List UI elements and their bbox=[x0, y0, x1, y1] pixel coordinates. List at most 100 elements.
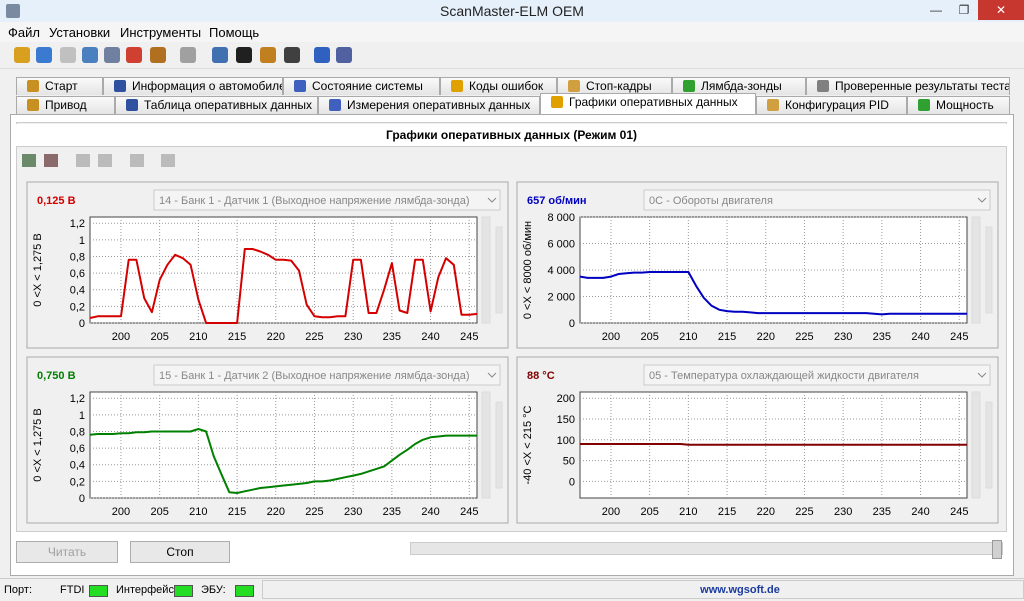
zoom-track bbox=[986, 227, 992, 313]
x-tick-label: 225 bbox=[795, 506, 813, 518]
y-tick-label: 0,8 bbox=[70, 426, 85, 438]
save-icon[interactable] bbox=[98, 154, 112, 167]
preview-icon[interactable] bbox=[161, 154, 175, 167]
chart: 88 °C05 - Температура охлаждающей жидкос… bbox=[517, 357, 998, 523]
tab[interactable]: Таблица оперативных данных bbox=[115, 96, 318, 114]
open-icon[interactable] bbox=[76, 154, 90, 167]
x-tick-label: 235 bbox=[873, 331, 891, 343]
tab[interactable]: Состояние системы bbox=[283, 77, 440, 95]
tab[interactable]: Старт bbox=[16, 77, 103, 95]
y-tick-label: 4 000 bbox=[547, 265, 575, 277]
x-tick-label: 200 bbox=[112, 331, 130, 343]
x-tick-label: 245 bbox=[950, 506, 968, 518]
chart: 0,125 В14 - Банк 1 - Датчик 1 (Выходное … bbox=[27, 182, 508, 348]
x-tick-label: 205 bbox=[150, 331, 168, 343]
zoom-track bbox=[972, 392, 980, 498]
button[interactable]: Стоп bbox=[130, 541, 230, 563]
y-tick-label: 1,2 bbox=[70, 393, 85, 405]
y-axis-label: -40 <X < 215 °C bbox=[522, 405, 534, 484]
button[interactable]: Читать bbox=[16, 541, 118, 563]
tab[interactable]: Информация о автомобиле bbox=[103, 77, 283, 95]
y-tick-label: 8 000 bbox=[547, 212, 575, 224]
status-bar: Порт: FTDI Интерфейс: ЭБУ: www.wgsoft.de bbox=[0, 578, 1024, 601]
print-icon[interactable] bbox=[130, 154, 144, 167]
tab[interactable]: Конфигурация PID bbox=[756, 96, 907, 114]
y-tick-label: 2 000 bbox=[547, 292, 575, 304]
ecu-led bbox=[235, 585, 254, 597]
x-tick-label: 230 bbox=[834, 331, 852, 343]
tab-label: Привод bbox=[45, 98, 87, 112]
tab-label: Графики оперативных данных bbox=[569, 95, 738, 109]
current-reading: 88 °C bbox=[527, 370, 555, 382]
y-tick-label: 0,4 bbox=[70, 285, 85, 297]
y-tick-label: 0 bbox=[569, 318, 575, 330]
y-tick-label: 1,2 bbox=[70, 218, 85, 230]
y-tick-label: 1 bbox=[79, 235, 85, 247]
progress-slider[interactable] bbox=[410, 542, 1003, 555]
chart: 0,750 В 15 - Банк 1 - Датчик 2 (Выходное … bbox=[27, 357, 508, 523]
x-tick-label: 215 bbox=[718, 331, 736, 343]
y-tick-label: 6 000 bbox=[547, 239, 575, 251]
chart: 657 об/мин0C - Обороты двигателя02 0004 … bbox=[517, 182, 998, 348]
pid-select-text: 15 - Банк 1 - Датчик 2 (Выходное напряже… bbox=[159, 370, 470, 382]
x-tick-label: 220 bbox=[757, 331, 775, 343]
x-tick-label: 245 bbox=[460, 331, 478, 343]
x-tick-label: 210 bbox=[679, 506, 697, 518]
x-tick-label: 235 bbox=[383, 331, 401, 343]
tab-label: Проверенные результаты теста bbox=[835, 79, 1010, 93]
x-tick-label: 225 bbox=[305, 506, 323, 518]
tab-icon bbox=[27, 80, 39, 92]
tab-icon bbox=[767, 99, 779, 111]
tab-icon bbox=[114, 80, 126, 92]
tab[interactable]: Измерения оперативных данных bbox=[318, 96, 540, 114]
tab[interactable]: Проверенные результаты теста bbox=[806, 77, 1010, 95]
tab[interactable]: Мощность bbox=[907, 96, 1010, 114]
x-tick-label: 205 bbox=[150, 506, 168, 518]
y-tick-label: 0 bbox=[569, 476, 575, 488]
x-tick-label: 235 bbox=[873, 506, 891, 518]
y-tick-label: 0,2 bbox=[70, 476, 85, 488]
tab-icon bbox=[451, 80, 463, 92]
tab-label: Информация о автомобиле bbox=[132, 79, 283, 93]
tab-icon bbox=[918, 99, 930, 111]
tab[interactable]: Привод bbox=[16, 96, 115, 114]
zoom-track bbox=[986, 402, 992, 488]
website-link[interactable]: www.wgsoft.de bbox=[640, 584, 840, 596]
x-tick-label: 215 bbox=[228, 331, 246, 343]
x-tick-label: 220 bbox=[267, 331, 285, 343]
tab[interactable]: Графики оперативных данных bbox=[540, 93, 756, 114]
pid-select-text: 14 - Банк 1 - Датчик 1 (Выходное напряже… bbox=[159, 195, 470, 207]
x-tick-label: 215 bbox=[718, 506, 736, 518]
tab-label: Лямбда-зонды bbox=[701, 79, 782, 93]
x-tick-label: 210 bbox=[679, 331, 697, 343]
x-tick-label: 205 bbox=[640, 506, 658, 518]
interface-led bbox=[174, 585, 193, 597]
mini-toolbar bbox=[22, 154, 175, 167]
tab-label: Конфигурация PID bbox=[785, 98, 889, 112]
plot-area bbox=[580, 217, 967, 323]
x-tick-label: 225 bbox=[795, 331, 813, 343]
y-axis-label: 0 <X < 8000 об/мин bbox=[522, 221, 534, 319]
zoom-track bbox=[972, 217, 980, 323]
y-tick-label: 1 bbox=[79, 410, 85, 422]
y-tick-label: 200 bbox=[557, 393, 575, 405]
zoom-track bbox=[482, 217, 490, 323]
slider-thumb[interactable] bbox=[992, 540, 1002, 559]
current-reading: 0,750 В bbox=[37, 370, 76, 382]
x-tick-label: 230 bbox=[344, 506, 362, 518]
tab-icon bbox=[683, 80, 695, 92]
status-value: FTDI bbox=[60, 584, 84, 596]
y-tick-label: 0,6 bbox=[70, 268, 85, 280]
x-tick-label: 245 bbox=[950, 331, 968, 343]
tab-icon bbox=[568, 80, 580, 92]
x-tick-label: 210 bbox=[189, 506, 207, 518]
x-tick-label: 235 bbox=[383, 506, 401, 518]
tab-icon bbox=[329, 99, 341, 111]
add-icon[interactable] bbox=[22, 154, 36, 167]
x-tick-label: 200 bbox=[602, 506, 620, 518]
remove-icon[interactable] bbox=[44, 154, 58, 167]
zoom-track bbox=[496, 402, 502, 488]
x-tick-label: 220 bbox=[757, 506, 775, 518]
tab-label: Таблица оперативных данных bbox=[144, 98, 312, 112]
